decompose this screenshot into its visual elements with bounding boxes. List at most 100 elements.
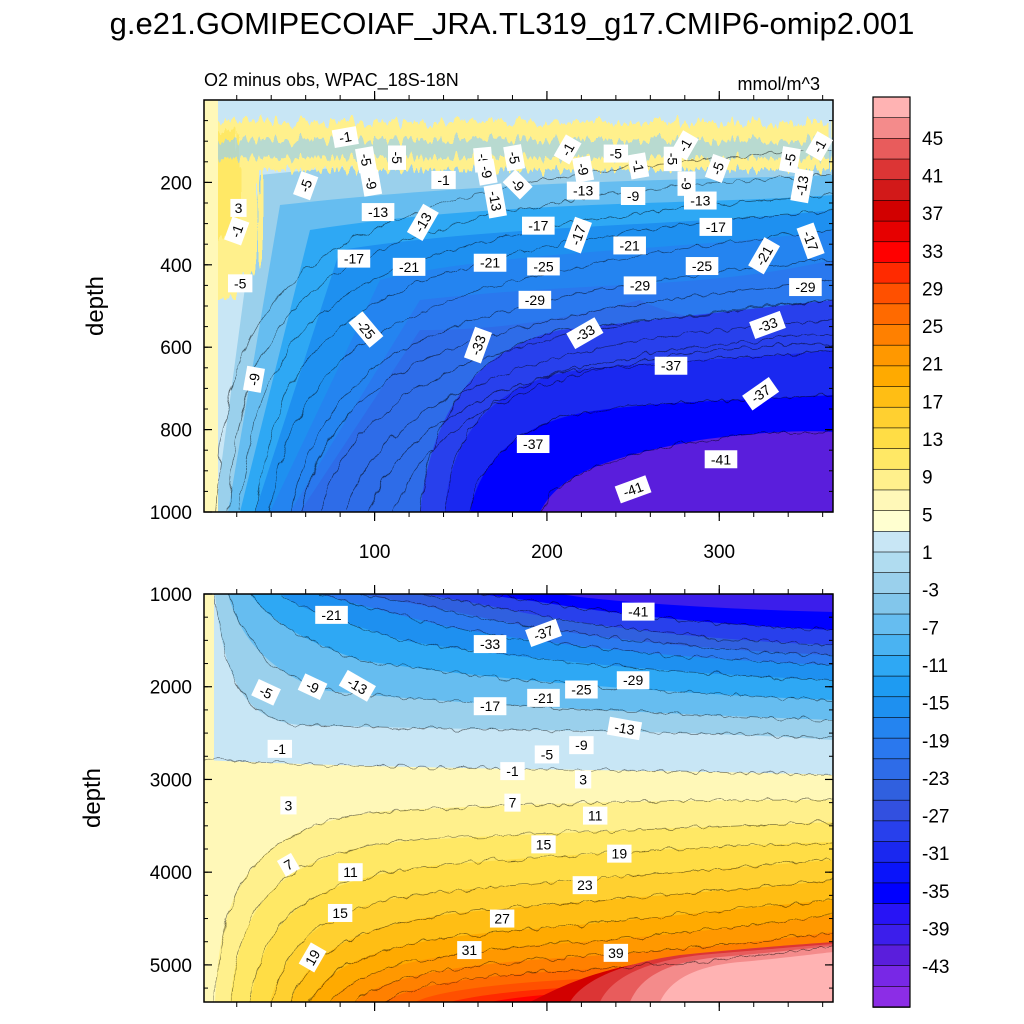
lower-contour-label: -41 [621,602,655,621]
upper-contour-label: -9 [475,158,498,186]
upper-contour-label: -9 [242,365,265,393]
upper-contour-label: -17 [699,217,733,236]
lower-contour-label-box [572,876,598,895]
upper-contour-label: -5 [227,274,253,293]
lower-contour-label-text: 7 [509,795,517,811]
upper-contour-label: -29 [518,290,552,309]
upper-contour-label: -1 [553,134,582,165]
upper-axis-ticks: 200 400 600 800 1000 100 200 300 [150,91,833,563]
colorbar-label: 41 [922,166,943,187]
upper-contour-label-box [563,216,592,254]
lower-contour-label-text: 31 [462,942,478,958]
lower-contour-label-box [338,863,363,882]
upper-contour-label-box [704,153,731,183]
upper-contour-label-text: -5 [357,152,375,167]
lower-contour-label-box [606,716,643,741]
upper-contour-label-box [475,158,498,186]
colorbar-swatch [872,241,911,264]
upper-contour-label-box [230,198,247,217]
colorbar-swatch [872,799,911,822]
lower-contour-label: 3 [280,796,297,815]
lower-contour-labels: -41-21-37-33-29-25-21-5 -9 -13-17-13-9-5-1… [251,602,655,973]
lower-contour-label-text: -21 [533,690,553,706]
upper-contour-label-text: -21 [480,255,500,271]
upper-contour-label-text: -5 [505,150,523,165]
lower-contour-label: 15 [531,835,556,854]
upper-contour-label-box [742,377,780,411]
lower-contour-label-box [457,941,482,960]
upper-contour-label-box [627,152,650,180]
lower-plot-frame [203,593,834,1003]
colorbar-label: 1 [922,543,933,564]
upper-contour-label-box [503,144,526,172]
upper-contour-label-box [749,310,786,339]
upper-contour-label: -5 [704,153,731,183]
colorbar-swatch [872,303,911,326]
lower-contour-label-text: 23 [577,877,593,893]
upper-units-title: mmol/m^3 [738,74,820,94]
lower-contour-label: -5 [251,678,281,706]
lower-contour-label-text: -33 [480,636,500,652]
upper-contour-label-text: -37 [523,436,543,452]
upper-contour-label-box [620,186,646,205]
lower-contour-label: -13 [606,716,643,741]
lower-contour-label-text: -1 [274,741,287,757]
colorbar: 45 41 37 33 29 25 21 17 13 9 5 1 -3 -7 -11 -15 -19 -23 -27… [872,96,949,1008]
colorbar-label: -43 [922,957,949,978]
lower-contour-label-box [621,602,655,621]
lower-contour-label-text: 15 [536,836,552,852]
lower-contour-label-text: 11 [588,808,603,824]
lower-contour-label-box [575,770,592,789]
colorbar-swatch [872,882,911,905]
lower-contour-label-text: -13 [613,719,636,738]
upper-contour-label: -1 [627,152,650,180]
lower-contour-label: 23 [572,876,598,895]
colorbar-label: -19 [922,731,949,752]
upper-contour-label: -33 [463,326,493,364]
upper-contour-label-text: -17 [706,219,726,235]
lower-contour-label-box [338,669,376,702]
lower-contour-label: -37 [525,618,562,647]
upper-contour-label-text: -21 [399,259,419,275]
upper-contour-field [204,100,833,512]
colorbar-swatch [872,717,911,739]
colorbar-label: 45 [922,129,943,150]
upper-contour-label-box [227,274,253,293]
lower-contour-label: -33 [473,635,507,654]
upper-contour-label: -25 [348,311,384,348]
lower-contour-label-text: 15 [332,905,348,921]
upper-contour-label-box [224,216,250,246]
colorbar-swatch [872,613,911,636]
upper-contour-label-text: -33 [467,333,489,358]
colorbar-swatch [872,737,911,760]
upper-contour-label-box [516,435,550,454]
lower-contour-label: 7 [276,852,300,877]
lower-y-tick-label: 2000 [150,678,192,699]
lower-contour-label: 31 [457,941,482,960]
upper-contour-label: -21 [613,236,646,255]
lower-contour-label-box [603,943,629,962]
colorbar-swatch [872,634,911,657]
colorbar-label: -11 [922,656,948,677]
colorbar-swatch [872,138,911,160]
colorbar-swatch [872,779,911,801]
lower-contour-label-text: -37 [531,622,556,644]
upper-contour-label: -9 [360,169,383,197]
upper-contour-label-box [337,249,371,268]
upper-contour-label: -9 [677,171,696,196]
colorbar-label: -23 [922,769,949,790]
colorbar-swatch [872,200,911,222]
lower-contour-label: -21 [315,605,348,624]
upper-y-tick-label: 600 [160,338,192,359]
upper-contour-label-box [685,257,719,276]
upper-contour-label: -17 [337,249,371,268]
upper-y-tick-label: 800 [160,421,192,442]
lower-contour-label: -17 [473,697,507,716]
upper-contour-label-box [473,253,507,272]
colorbar-frame [872,96,911,1008]
upper-contour-label-text: -13 [368,204,388,220]
lower-contour-label-box [315,605,348,624]
upper-contour-label-text: -41 [711,451,731,467]
upper-contour-label-box [406,203,439,241]
lower-contour-label-text: -9 [575,737,588,753]
